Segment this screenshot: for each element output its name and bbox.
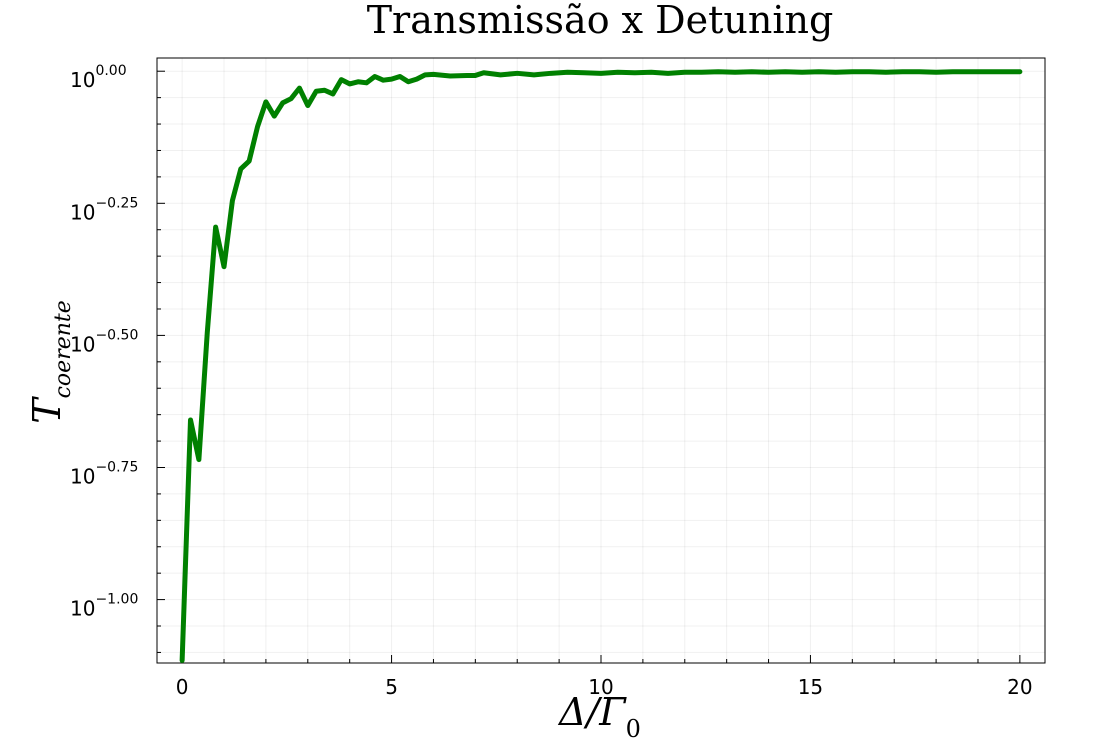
y-tick-label: 10−1.00 [70,592,138,621]
y-axis-label-base: T [25,396,69,424]
y-tick-label-base: 10 [70,597,95,621]
y-axis-label: Tcoerente [25,300,76,424]
y-tick-label-exponent: 0.00 [95,63,126,79]
series-layer [179,69,1023,663]
x-axis-label: Δ/Γ0 [557,690,641,743]
y-tick-label-base: 10 [70,68,95,92]
x-tick-label: 10 [588,675,613,699]
x-tick-label: 5 [385,675,398,699]
series-line [179,69,1023,663]
y-tick-label-exponent: −0.75 [95,459,138,475]
x-axis-tick-labels: 0 5 10 15 20 [176,675,1033,699]
y-tick-label-exponent: −0.50 [95,327,138,343]
x-tick-label: 0 [176,675,189,699]
chart-title: Transmissão x Detuning [367,0,834,42]
x-tick-label: 20 [1007,675,1032,699]
y-tick-label: 100.00 [70,63,127,92]
axis-ticks [157,70,1021,663]
y-tick-label: 10−0.25 [70,195,138,224]
y-tick-label-exponent: −0.25 [95,195,138,211]
x-axis-label-base: Δ/Γ [557,690,627,734]
y-tick-label-base: 10 [70,464,95,488]
y-tick-label: 10−0.75 [70,459,138,488]
x-tick-label: 15 [798,675,823,699]
y-tick-label-exponent: −1.00 [95,592,138,608]
y-tick-label-base: 10 [70,332,95,356]
y-axis-label-subscript: coerente [51,300,76,398]
y-tick-label-base: 10 [70,200,95,224]
y-tick-label: 10−0.50 [70,327,138,356]
grid [157,58,1045,663]
x-axis-label-subscript: 0 [626,715,641,743]
